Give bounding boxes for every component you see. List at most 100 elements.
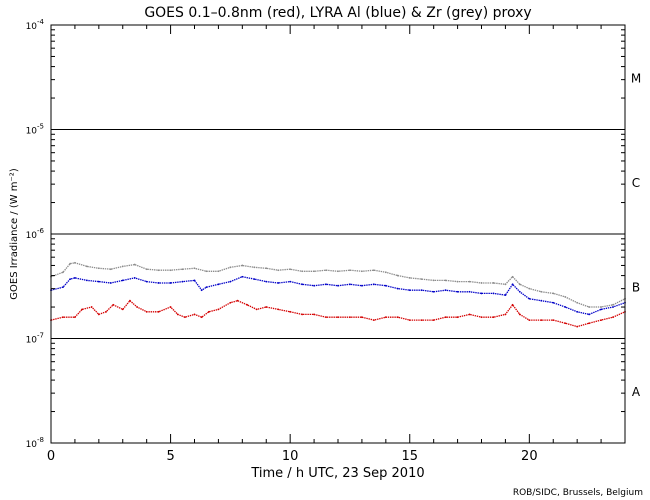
data-point-red [176,313,179,316]
data-point-blue [396,287,399,290]
data-point-grey [265,267,268,270]
data-point-red [255,308,258,311]
data-point-grey [564,296,567,298]
data-point-blue [217,283,220,286]
data-point-blue [408,289,411,292]
flare-class-lines [51,129,625,339]
data-point-grey [552,292,555,295]
data-point-grey [62,271,64,274]
x-tick-label: 5 [166,449,174,464]
data-point-red [504,313,507,316]
data-point-grey [349,269,351,272]
data-point-red [337,316,339,319]
data-point-grey [420,278,423,281]
data-point-grey [361,270,363,273]
data-point-red [576,325,579,328]
data-point-red [420,319,423,321]
data-point-blue [181,280,184,283]
data-point-blue [121,279,124,282]
data-point-red [157,310,160,313]
data-point-grey [169,269,172,272]
y-axis-label: GOES Irradiance / (W m⁻²) [9,168,20,300]
data-point-red [480,316,483,319]
data-point-grey [217,270,220,273]
data-point-grey [384,271,387,274]
data-point-blue [361,284,363,287]
data-point-grey [74,261,76,264]
data-point-red [129,299,131,302]
data-point-blue [74,277,76,279]
data-point-grey [432,279,435,282]
data-point-red [200,316,203,319]
data-point-blue [540,299,543,302]
data-point-red [600,319,602,321]
data-point-red [97,313,100,316]
data-point-red [518,313,521,316]
data-point-blue [325,283,327,286]
data-point-grey [325,269,327,272]
data-point-grey [518,283,521,286]
data-point-grey [69,262,72,265]
data-point-red [145,310,148,313]
data-point-red [444,316,447,319]
data-point-blue [492,292,495,295]
data-point-red [492,316,495,319]
data-point-blue [200,289,203,292]
data-point-grey [337,270,339,273]
data-point-blue [372,283,375,286]
data-point-blue [109,282,112,284]
flare-class-label-m: M [631,71,641,85]
data-point-red [468,313,471,316]
y-tick-label: 10-8 [26,436,44,450]
data-point-blue [588,313,591,316]
data-point-blue [420,289,423,292]
data-point-blue [468,290,471,293]
data-point-red [207,310,210,313]
data-point-grey [229,266,232,269]
y-tick-label: 10-6 [26,227,45,241]
data-point-blue [157,282,160,284]
data-point-blue [289,280,292,283]
data-point-red [552,319,555,321]
data-point-red [277,308,280,311]
data-point-blue [193,279,196,282]
y-tick-label: 10-5 [26,123,44,137]
data-point-red [121,308,124,311]
data-point-grey [528,287,531,290]
y-tick-label: 10-7 [26,332,44,346]
flare-class-label-c: C [632,176,640,190]
data-point-blue [576,310,579,313]
data-point-grey [511,275,514,278]
data-point-red [456,316,459,319]
data-point-red [74,316,76,319]
data-point-grey [301,270,304,273]
series-line-red [50,299,626,328]
data-point-red [229,301,232,304]
data-point-grey [444,279,447,282]
data-point-grey [205,270,208,273]
data-point-grey [468,280,471,283]
data-point-blue [518,290,521,293]
data-point-blue [241,275,244,278]
data-point-red [112,303,115,306]
x-tick-label: 15 [401,449,418,464]
data-point-grey [85,265,88,268]
data-point-grey [109,268,112,271]
x-tick-labels: 0 5 10 15 20 [47,449,538,464]
data-point-grey [504,283,507,286]
data-point-red [528,319,531,321]
y-tick-labels: 10-8 10-7 10-6 10-5 10-4 [26,18,45,450]
data-point-red [265,306,268,308]
data-point-red [136,306,139,308]
data-point-grey [456,280,459,283]
data-point-red [313,313,315,316]
data-point-red [236,299,239,302]
data-point-blue [277,282,280,284]
data-point-blue [85,279,88,282]
data-point-blue [552,301,555,304]
data-point-red [612,316,614,319]
data-point-blue [511,283,514,286]
x-tick-label: 10 [282,449,299,464]
data-point-red [184,316,186,319]
data-point-blue [600,308,602,311]
